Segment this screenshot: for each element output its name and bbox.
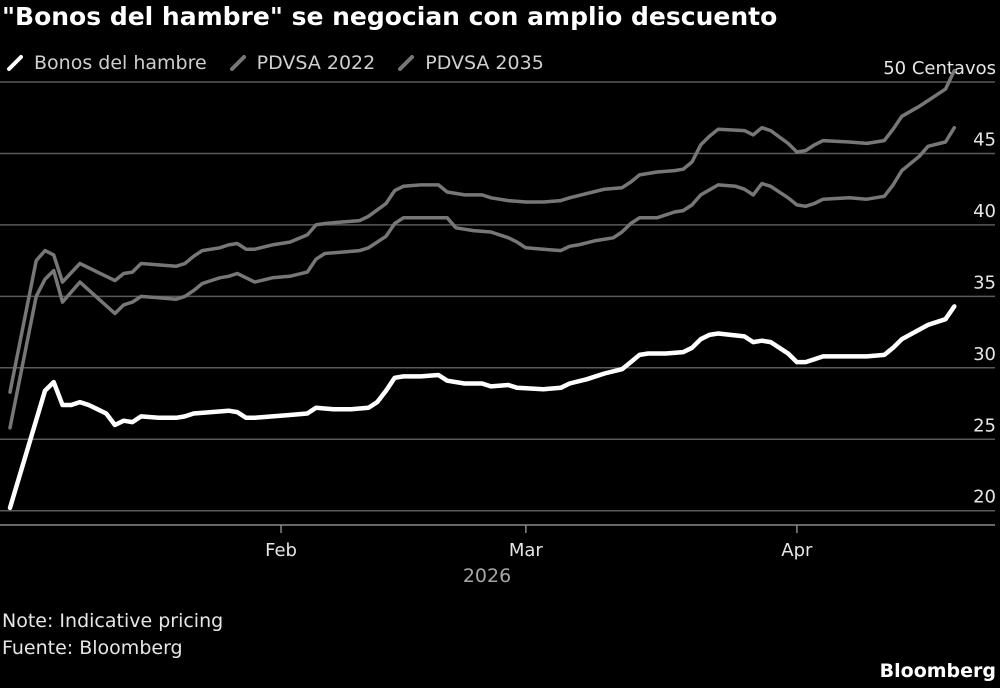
legend-label-bonos: Bonos del hambre [34, 52, 207, 74]
series-line-bonos-del-hambre [7, 304, 957, 511]
y-tick-label-40: 40 [973, 201, 996, 222]
legend-item-bonos: Bonos del hambre [6, 52, 207, 74]
y-tick-label-30: 30 [973, 344, 996, 365]
y-tick-label-25: 25 [973, 415, 996, 436]
chart-note: Note: Indicative pricing [2, 610, 224, 632]
chart-source: Fuente: Bloomberg [2, 637, 183, 659]
chart-title: "Bonos del hambre" se negocian con ampli… [2, 2, 778, 31]
legend-swatch-bonos [6, 54, 24, 72]
x-tick-label-apr: Apr [781, 540, 813, 561]
legend-item-pdvsa-2035: PDVSA 2035 [397, 52, 544, 74]
legend-swatch-pdvsa-2035 [397, 54, 415, 72]
x-tick-label-mar: Mar [509, 540, 544, 561]
y-tick-label-45: 45 [973, 129, 996, 150]
gridlines [0, 81, 995, 512]
x-axis-year-label: 2026 [463, 565, 511, 587]
legend-item-pdvsa-2022: PDVSA 2022 [229, 52, 376, 74]
y-tick-label-50: 50 Centavos [883, 58, 996, 79]
line-chart: 20 25 30 35 40 45 50 Centavos Feb Mar Apr 2026 [0, 58, 996, 587]
x-tick-label-feb: Feb [265, 540, 297, 561]
y-axis-labels: 20 25 30 35 40 45 50 Centavos [883, 58, 996, 508]
chart-legend: Bonos del hambre PDVSA 2022 PDVSA 2035 [6, 50, 544, 76]
series-lines [7, 68, 957, 511]
legend-label-pdvsa-2022: PDVSA 2022 [256, 52, 376, 74]
series-line-pdvsa-2035 [8, 68, 957, 394]
y-tick-label-20: 20 [973, 487, 996, 508]
legend-swatch-pdvsa-2022 [229, 54, 247, 72]
y-tick-label-35: 35 [973, 272, 996, 293]
bloomberg-logo: Bloomberg [879, 660, 996, 682]
x-axis: Feb Mar Apr 2026 [0, 524, 995, 587]
series-line-pdvsa-2022 [8, 125, 957, 430]
legend-label-pdvsa-2035: PDVSA 2035 [425, 52, 544, 74]
